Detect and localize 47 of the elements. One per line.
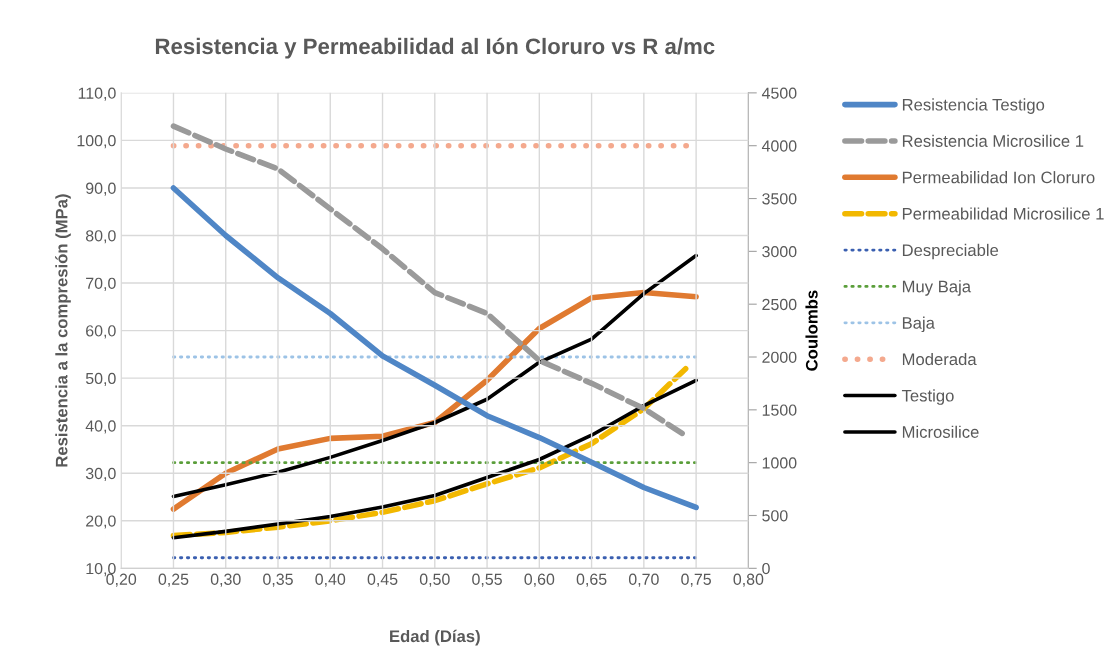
legend-label: Permeabilidad Microsilice 1	[902, 207, 1104, 220]
legend-label: Baja	[902, 316, 935, 333]
legend-label: Resistencia Microsilice 1	[902, 134, 1084, 147]
chart-title: Resistencia y Permeabilidad al Ión Cloruro vs R a/mc	[155, 37, 715, 59]
y-tick-label: 100,0	[77, 135, 116, 149]
y2-tick-label: 0	[762, 562, 770, 575]
x-tick-label: 0,55	[472, 573, 502, 587]
y2-tick-label: 1000	[762, 457, 797, 469]
x-tick-label: 0,40	[315, 573, 346, 587]
legend-label: Permeabilidad Ion Cloruro	[902, 171, 1095, 184]
legend-label: Moderada	[902, 352, 977, 366]
y-tick-label: 60,0	[86, 325, 116, 339]
y2-tick-label: 2000	[762, 351, 797, 363]
x-tick-label: 0,60	[524, 573, 555, 587]
y2-tick-label: 1500	[762, 404, 797, 416]
x-tick-label: 0,70	[628, 573, 659, 587]
x-tick-label: 0,35	[263, 573, 293, 587]
x-tick-label: 0,45	[367, 573, 398, 587]
x-tick-label: 0,75	[681, 573, 711, 587]
y2-tick-label: 3500	[762, 193, 797, 205]
y2-tick-label: 500	[762, 510, 788, 522]
legend-label: Muy Baja	[902, 280, 972, 296]
y-tick-label: 80,0	[85, 230, 116, 244]
y-tick-label: 20,0	[86, 515, 116, 529]
y2-tick-label: 3000	[762, 245, 797, 258]
y-tick-label: 90,0	[86, 182, 116, 196]
y-tick-label: 110,0	[78, 87, 116, 101]
x-tick-label: 0,50	[419, 573, 450, 587]
y2-tick-label: 4500	[761, 87, 797, 99]
y-tick-label: 40,0	[85, 420, 116, 434]
x-tick-label: 0,65	[576, 573, 607, 587]
legend-label: Testigo	[901, 389, 954, 405]
legend-label: Despreciable	[902, 243, 999, 260]
line-series	[171, 253, 698, 499]
y-axis-title: Resistencia a la compresión (MPa)	[55, 194, 71, 467]
y2-tick-label: 2500	[762, 298, 797, 311]
y-tick-label: 70,0	[86, 277, 116, 291]
y-tick-label: 30,0	[85, 467, 116, 482]
legend-label: Resistencia Testigo	[902, 98, 1045, 114]
x-axis-title: Edad (Días)	[390, 629, 480, 646]
y2-tick-label: 4000	[761, 140, 797, 152]
legend-label: Microsilice	[902, 425, 979, 438]
x-tick-label: 0,80	[733, 573, 764, 587]
x-tick-label: 0,25	[158, 573, 189, 587]
x-tick-label: 0,30	[210, 573, 241, 587]
y2-axis-title: Coulombs	[805, 290, 818, 371]
y-tick-label: 50,0	[85, 372, 116, 386]
